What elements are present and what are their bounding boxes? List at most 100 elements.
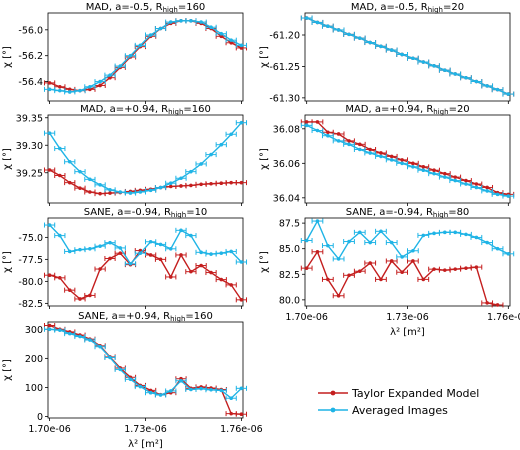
data-point xyxy=(209,387,213,392)
data-point xyxy=(229,38,233,42)
series-averaged xyxy=(300,218,515,262)
data-point xyxy=(67,159,72,164)
data-point xyxy=(47,168,52,172)
data-point xyxy=(158,257,163,262)
plot-frame xyxy=(47,217,244,307)
chart-panel-5: SANE, a=-0.94, Rhigh=10 χ [°] -75.0 -77.5 -8… xyxy=(2,207,248,310)
data-point xyxy=(199,20,203,24)
chart-panel-6: SANE, a=-0.94, Rhigh=80 χ [°] 87.5 85.0 82.5… xyxy=(259,207,520,338)
y-tick-label: -80.0 xyxy=(18,277,43,288)
data-point xyxy=(189,387,193,392)
y-tick-label: -82.5 xyxy=(18,299,43,310)
data-point xyxy=(495,87,500,92)
data-point xyxy=(199,182,203,187)
chart-panel-4: MAD, a=+0.94, Rhigh=20 χ [°] 36.08 36.06 36.… xyxy=(259,104,515,206)
data-point xyxy=(98,244,102,248)
data-point xyxy=(88,293,92,298)
data-point xyxy=(88,247,92,251)
data-point xyxy=(443,175,447,179)
data-point xyxy=(118,251,123,255)
data-point xyxy=(357,230,362,235)
data-point xyxy=(347,139,351,143)
legend-label-averaged: Averaged Images xyxy=(352,404,448,417)
x-axis-label: λ² [m²] xyxy=(390,327,425,338)
chart-title: MAD, a=-0.5, Rhigh=160 xyxy=(86,2,206,14)
data-point xyxy=(209,152,213,157)
y-tick-label: 39.25 xyxy=(16,168,43,179)
data-point xyxy=(464,182,468,186)
data-point xyxy=(148,239,153,244)
data-point xyxy=(357,147,362,152)
data-point xyxy=(98,191,102,196)
data-point xyxy=(47,327,52,332)
series-line xyxy=(49,20,242,93)
data-point xyxy=(118,367,123,372)
data-point xyxy=(432,231,436,236)
data-point xyxy=(464,75,468,80)
data-point xyxy=(464,266,468,270)
data-point xyxy=(506,252,511,256)
series-averaged xyxy=(300,15,515,97)
data-point xyxy=(209,270,213,275)
series-averaged xyxy=(43,18,248,95)
chart-panel-3: MAD, a=+0.94, Rhigh=160 χ [°] 39.35 39.30 39… xyxy=(2,104,248,206)
y-tick-label: -75.0 xyxy=(18,233,43,244)
data-point xyxy=(315,20,320,25)
data-point xyxy=(118,246,123,250)
data-point xyxy=(209,252,213,256)
data-point xyxy=(336,139,341,143)
data-point xyxy=(474,185,479,190)
y-tick-label: -56.2 xyxy=(18,51,43,62)
data-point xyxy=(108,75,112,80)
data-point xyxy=(47,81,52,85)
data-point xyxy=(304,266,309,270)
data-point xyxy=(229,283,233,287)
data-point xyxy=(88,338,92,342)
data-point xyxy=(209,25,213,30)
y-tick-label: 36.04 xyxy=(273,193,300,204)
data-point xyxy=(78,247,82,252)
data-point xyxy=(389,240,394,245)
data-point xyxy=(229,249,233,254)
data-point xyxy=(336,28,341,32)
data-point xyxy=(199,263,203,268)
series-taylor xyxy=(43,248,248,303)
data-point xyxy=(453,175,458,179)
data-point xyxy=(128,261,133,266)
data-point xyxy=(495,192,500,197)
data-point xyxy=(432,171,436,176)
data-point xyxy=(67,90,72,94)
data-point xyxy=(239,120,244,125)
chart-title: SANE, a=-0.94, Rhigh=80 xyxy=(346,207,470,219)
y-tick-label: 87.5 xyxy=(279,219,300,230)
data-point xyxy=(168,389,173,393)
data-point xyxy=(336,293,341,298)
y-tick-label: 36.08 xyxy=(273,124,300,135)
data-point xyxy=(108,73,112,77)
y-tick-label: -61.20 xyxy=(269,31,300,42)
series-averaged xyxy=(43,326,248,401)
data-point xyxy=(379,151,383,155)
data-point xyxy=(158,242,163,247)
data-point xyxy=(357,36,362,40)
data-point xyxy=(189,233,193,238)
series-averaged xyxy=(300,122,515,199)
x-tick-label: 1.70e-06 xyxy=(285,312,328,323)
x-tick-label: 1.73e-06 xyxy=(124,424,167,435)
data-point xyxy=(464,178,468,183)
y-axis-label: χ [°] xyxy=(259,251,270,273)
data-point xyxy=(315,120,320,124)
data-point xyxy=(118,190,123,194)
legend-line-averaged-icon xyxy=(318,407,348,413)
data-point xyxy=(304,238,309,243)
y-tick-label: -56.4 xyxy=(18,77,43,88)
data-point xyxy=(108,240,112,245)
data-point xyxy=(47,323,52,328)
series-line xyxy=(49,122,242,194)
data-point xyxy=(506,194,511,198)
data-point xyxy=(168,181,173,185)
data-point xyxy=(239,46,244,50)
data-point xyxy=(219,181,224,185)
